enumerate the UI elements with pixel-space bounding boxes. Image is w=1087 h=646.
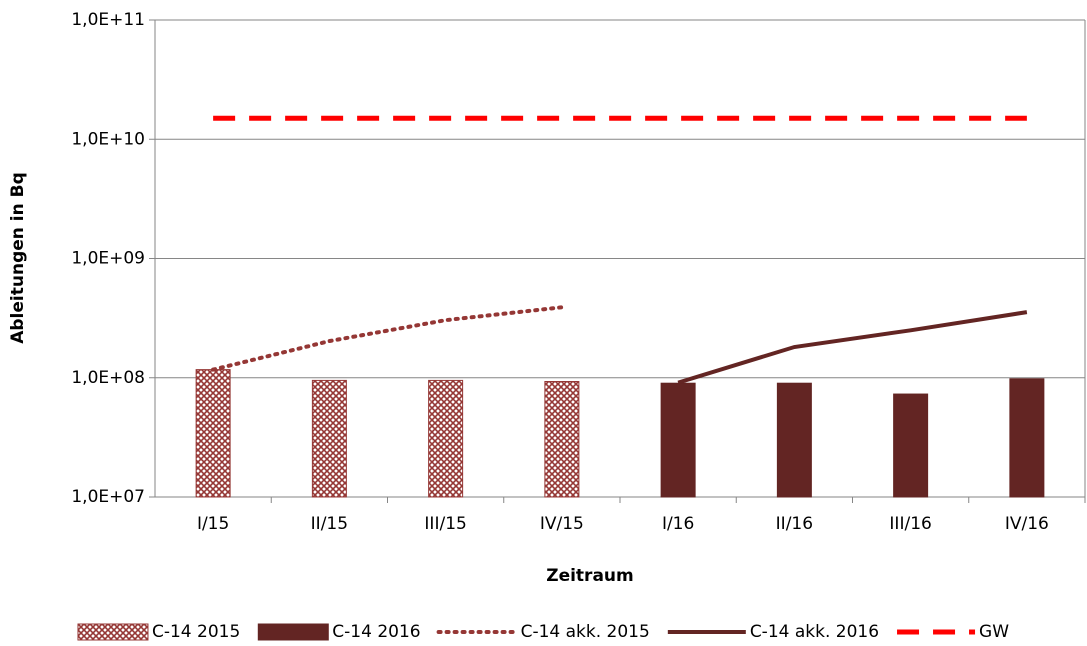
line [677, 310, 1028, 385]
legend-label: C-14 akk. 2015 [521, 622, 650, 642]
bar [428, 379, 464, 498]
x-tick-label: III/16 [889, 514, 931, 534]
line [211, 305, 564, 372]
legend-swatch [257, 623, 329, 641]
x-tick-label: III/15 [424, 514, 466, 534]
x-axis-label: Zeitraum [546, 566, 633, 586]
y-tick-label: 1,0E+09 [71, 249, 145, 269]
y-tick-label: 1,0E+08 [71, 368, 145, 388]
y-tick-label: 1,0E+07 [71, 487, 145, 507]
x-tick-label: I/15 [197, 514, 229, 534]
legend-swatch [77, 623, 149, 641]
x-tick-label: II/15 [311, 514, 348, 534]
bar [311, 379, 347, 498]
x-tick-label: II/16 [776, 514, 813, 534]
legend-label: C-14 2015 [152, 622, 240, 642]
y-axis-label: Ableitungen in Bq [8, 172, 28, 344]
bar [660, 382, 696, 498]
legend-label: C-14 2016 [332, 622, 420, 642]
bar [544, 381, 580, 498]
bar [1009, 378, 1045, 498]
bar [776, 382, 812, 498]
x-tick-label: IV/15 [540, 514, 584, 534]
x-tick-label: I/16 [662, 514, 694, 534]
bar [195, 369, 231, 498]
x-tick-label: IV/16 [1005, 514, 1049, 534]
y-tick-label: 1,0E+11 [71, 10, 145, 30]
legend-label: C-14 akk. 2016 [750, 622, 879, 642]
y-tick-label: 1,0E+10 [71, 129, 145, 149]
legend-label: GW [979, 622, 1009, 642]
bar [893, 393, 929, 498]
